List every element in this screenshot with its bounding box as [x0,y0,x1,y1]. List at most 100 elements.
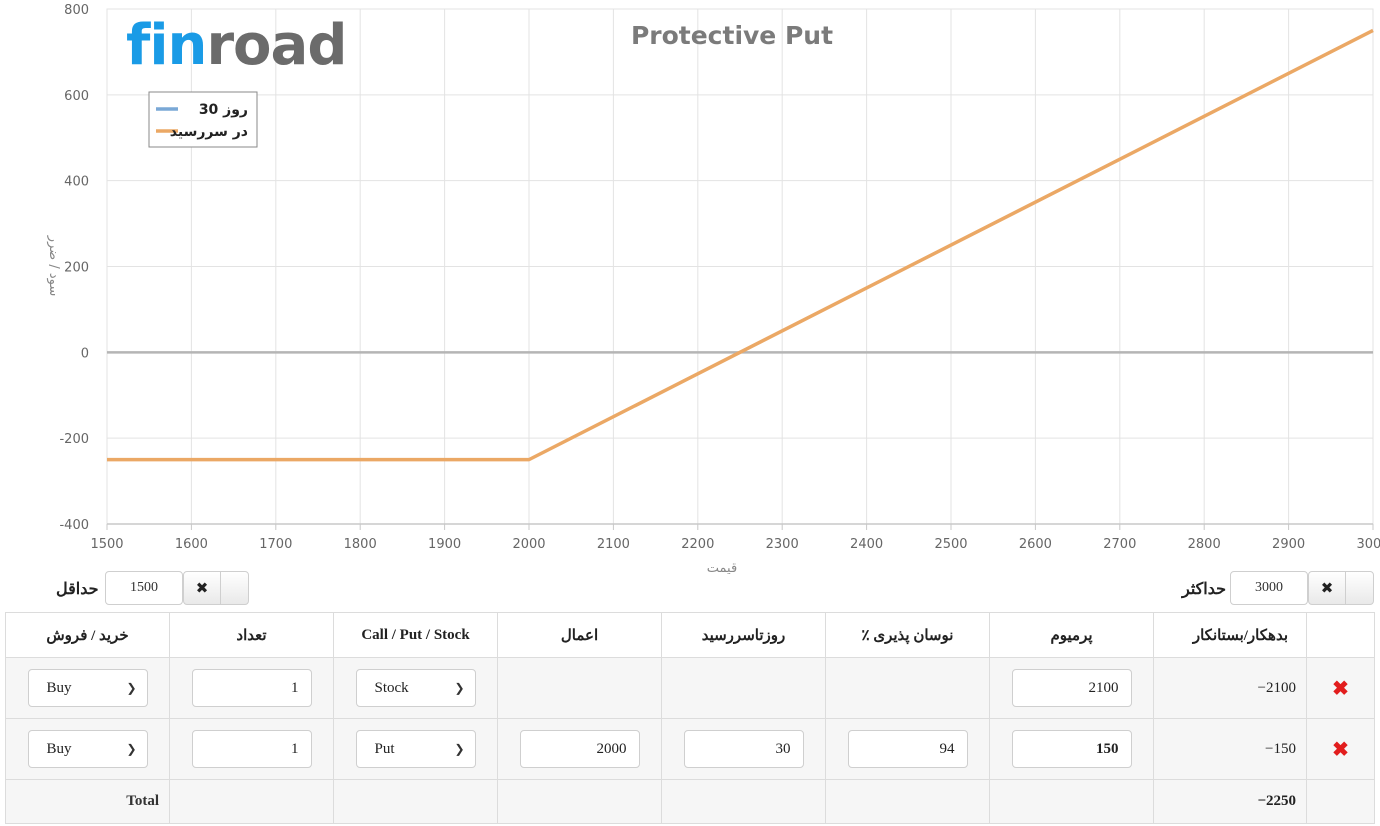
empty-cell [825,779,990,824]
x-tick-label: 2300 [766,537,799,552]
chevron-down-icon: ❯ [126,681,137,695]
max-label: حداکثر [1182,581,1227,598]
y-tick-label: -200 [59,432,89,447]
min-clear-button[interactable]: ✖ [183,571,249,605]
vol-cell [825,657,990,719]
series-line-1 [107,28,1374,462]
legend-label: روز 30 [199,102,248,118]
strike-cell: 2000 [497,718,662,780]
qty-input[interactable]: 1 [191,669,312,707]
x-axis-label: قیمت [707,561,737,576]
side-value: Buy [46,741,72,757]
legend-label: در سررسید [170,124,248,140]
delete-cell: ✖ [1306,718,1375,780]
x-tick-label: 1500 [90,537,123,552]
side-cell: Buy ❯ [5,718,170,780]
y-tick-label: 800 [64,3,89,18]
x-tick-label: 1600 [175,537,208,552]
y-tick-label: 0 [81,346,89,361]
y-tick-label: 400 [64,175,89,190]
chart-svg: 1500 1600 1700 1800 1900 2000 2100 2200 2300 2400… [46,3,1380,576]
x-tick-label: 2200 [681,537,714,552]
chevron-down-icon: ❯ [126,742,137,756]
vol-cell: 94 [825,718,990,780]
y-tick-label: 600 [64,89,89,104]
header-delete [1306,612,1375,658]
chevron-down-icon: ❯ [454,681,465,695]
min-label: حداقل [56,581,99,598]
side-select[interactable]: Buy ❯ [27,730,148,768]
delete-icon[interactable]: ✖ [1332,738,1349,761]
empty-cell [661,779,826,824]
delete-cell: ✖ [1306,657,1375,719]
qty-cell: 1 [169,657,334,719]
x-tick-label: 2400 [850,537,883,552]
premium-input[interactable]: 150 [1011,730,1132,768]
max-input[interactable]: 3000 [1230,571,1308,605]
strike-cell [497,657,662,719]
days-cell: 30 [661,718,826,780]
qty-input[interactable]: 1 [191,730,312,768]
header-qty: تعداد [169,612,334,658]
chart-legend: روز 30 در سررسید [148,91,258,148]
side-cell: Buy ❯ [5,657,170,719]
empty-cell [169,779,334,824]
side-value: Buy [46,680,72,696]
close-icon: ✖ [184,572,221,604]
header-vol: ٪ نوسان پذیری [825,612,990,658]
days-input[interactable]: 30 [683,730,804,768]
delete-icon[interactable]: ✖ [1332,677,1349,700]
x-tick-label: 2100 [597,537,630,552]
table-row: Buy ❯ 1 Put ❯ 2000 30 94 150 −150 ✖ [5,718,1375,780]
empty-cell [497,779,662,824]
debit-cell: −150 [1153,718,1307,780]
legs-table: خرید / فروش تعداد Call / Put / Stock اعم… [5,612,1375,824]
type-select[interactable]: Put ❯ [355,730,476,768]
table-row: Buy ❯ 1 Stock ❯ 2100 −2100 ✖ [5,657,1375,719]
type-value: Stock [374,680,409,696]
header-premium: پرمیوم [989,612,1154,658]
empty-cell [1306,779,1375,824]
x-tick-label: 2800 [1188,537,1221,552]
total-row: Total −2250 [5,779,1375,824]
table-header-row: خرید / فروش تعداد Call / Put / Stock اعم… [5,612,1375,658]
min-input[interactable]: 1500 [105,571,183,605]
side-select[interactable]: Buy ❯ [27,669,148,707]
chevron-down-icon: ❯ [454,742,465,756]
empty-cell [333,779,498,824]
min-control: حداقل 1500 ✖ [0,571,260,607]
header-debit: بدهکار/بستانکار [1153,612,1307,658]
x-tick-label: 1800 [344,537,377,552]
header-type: Call / Put / Stock [333,612,498,658]
y-tick-label: 200 [64,261,89,276]
type-select[interactable]: Stock ❯ [355,669,476,707]
logo-part-road: road [206,13,347,78]
type-cell: Put ❯ [333,718,498,780]
header-side: خرید / فروش [5,612,170,658]
y-tick-label: -400 [59,518,89,533]
x-tick-label: 2500 [934,537,967,552]
x-tick-label: 1700 [259,537,292,552]
premium-input[interactable]: 2100 [1011,669,1132,707]
total-value: −2250 [1153,779,1307,824]
x-tick-label: 2700 [1103,537,1136,552]
x-tick-label: 1900 [428,537,461,552]
payoff-chart: 1500 1600 1700 1800 1900 2000 2100 2200 2300 2400… [46,3,1380,576]
total-label: Total [5,779,170,824]
max-control: حداکثر 3000 ✖ [1170,571,1380,607]
x-tick-label: 2000 [512,537,545,552]
type-value: Put [374,741,395,757]
header-days: روزتاسررسید [661,612,826,658]
x-tick-label: 3000 [1356,537,1380,552]
strike-input[interactable]: 2000 [519,730,640,768]
header-strike: اعمال [497,612,662,658]
debit-cell: −2100 [1153,657,1307,719]
premium-cell: 150 [989,718,1154,780]
finroad-logo: finroad [126,18,347,74]
chart-title: Protective Put [631,21,833,50]
qty-cell: 1 [169,718,334,780]
vol-input[interactable]: 94 [847,730,968,768]
x-tick-label: 2600 [1019,537,1052,552]
max-clear-button[interactable]: ✖ [1308,571,1374,605]
type-cell: Stock ❯ [333,657,498,719]
